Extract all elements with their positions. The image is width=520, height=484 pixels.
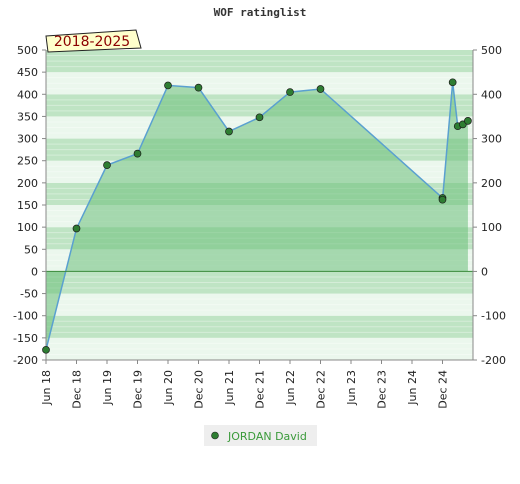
- x-tick-label: Jun 19: [101, 370, 114, 406]
- x-tick-label: Jun 18: [40, 370, 53, 406]
- area-layer: [45, 82, 469, 350]
- y-tick-label-right: 200: [481, 177, 502, 190]
- data-point: [133, 149, 142, 158]
- x-tick-label: Dec 19: [132, 370, 145, 409]
- legend-label: JORDAN David: [227, 430, 307, 443]
- y-tick-label-left: 150: [17, 199, 38, 212]
- x-tick-label: Jun 21: [223, 370, 236, 406]
- data-point: [103, 161, 111, 169]
- background-band: [46, 315, 473, 338]
- x-tick-label: Jun 22: [284, 370, 297, 406]
- y-tick-label-left: 450: [17, 66, 38, 79]
- series-line: [45, 82, 469, 350]
- y-tick-label-left: 400: [17, 88, 38, 101]
- y-tick-label-left: 100: [17, 221, 38, 234]
- x-tick-label: Jun 20: [162, 370, 175, 406]
- y-tick-label-left: -200: [13, 354, 38, 367]
- y-tick-label-left: 50: [24, 243, 38, 256]
- y-tick-label-left: -150: [13, 332, 38, 345]
- x-tick-label: Dec 18: [71, 370, 84, 409]
- data-point: [164, 81, 172, 90]
- chart-title: WOF ratinglist: [214, 6, 307, 19]
- legend-marker: [211, 431, 219, 440]
- x-tick-label: Dec 22: [315, 370, 328, 409]
- data-point: [255, 113, 264, 122]
- y-tick-label-left: -50: [20, 288, 38, 301]
- y-tick-label-right: 500: [481, 44, 502, 57]
- data-point: [194, 83, 203, 92]
- x-tick-label: Jun 24: [406, 370, 419, 406]
- data-point: [448, 78, 457, 87]
- y-tick-label-left: 0: [31, 265, 38, 278]
- series-area: [46, 82, 468, 350]
- x-tick-label: Jun 23: [345, 370, 358, 406]
- period-label: 2018-2025: [54, 34, 130, 50]
- data-point: [286, 88, 294, 96]
- x-tick-label: Dec 21: [254, 370, 267, 409]
- data-point: [225, 127, 233, 136]
- y-tick-label-right: 0: [481, 265, 488, 278]
- y-tick-label-right: 300: [481, 133, 502, 146]
- y-tick-label-right: 400: [481, 88, 502, 101]
- background-band: [46, 72, 473, 95]
- x-tick-label: Dec 23: [376, 370, 389, 409]
- y-tick-label-left: 500: [17, 44, 38, 57]
- x-tick-label: Dec 20: [193, 370, 206, 409]
- y-tick-label-right: -100: [481, 310, 506, 323]
- data-point: [42, 345, 50, 354]
- x-tick-label: Dec 24: [437, 370, 450, 409]
- y-tick-label-left: 250: [17, 155, 38, 168]
- background-band: [46, 271, 473, 294]
- data-point: [464, 117, 472, 125]
- data-point: [72, 224, 81, 233]
- background-band: [46, 337, 473, 360]
- y-tick-label-left: 300: [17, 133, 38, 146]
- background-band: [46, 50, 473, 73]
- y-tick-label-left: 200: [17, 177, 38, 190]
- background-band: [46, 293, 473, 316]
- y-tick-label-left: -100: [13, 310, 38, 323]
- points-layer: [42, 78, 472, 354]
- y-tick-label-right: 100: [481, 221, 502, 234]
- y-tick-label-left: 350: [17, 110, 38, 123]
- axes-layer: [42, 49, 477, 364]
- data-point: [316, 85, 325, 93]
- period-label-box: 2018-2025: [45, 29, 142, 53]
- y-tick-label-right: -200: [481, 354, 506, 367]
- legend: JORDAN David: [204, 425, 317, 446]
- data-point: [438, 195, 447, 204]
- text-layer: 500450400350300250200150100500-50-100-15…: [13, 44, 506, 409]
- background-band: [46, 94, 473, 117]
